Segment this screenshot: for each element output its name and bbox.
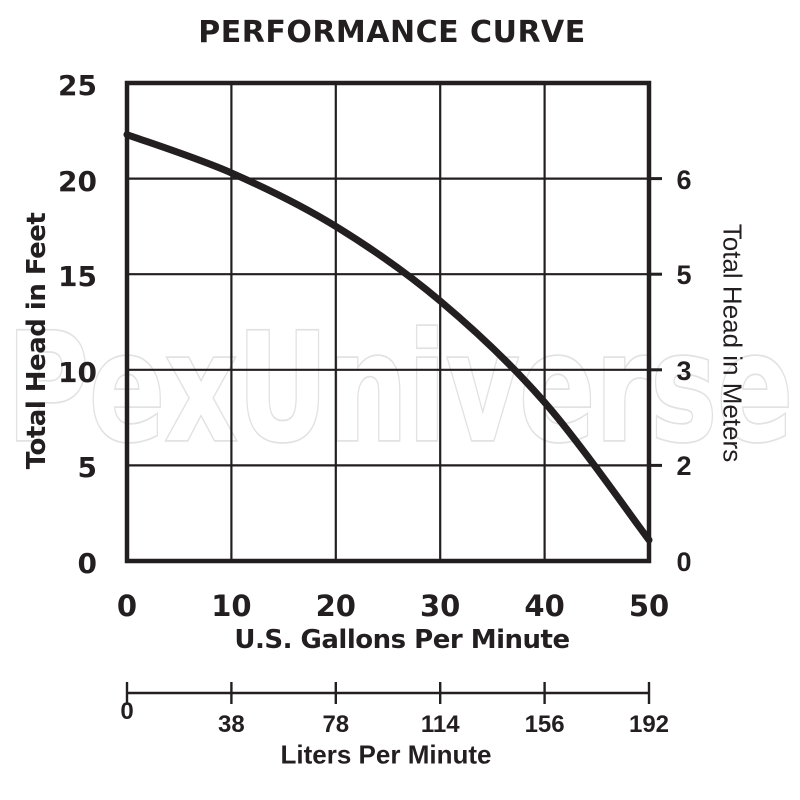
y-axis-meters-title: Total Head in Meters [717,223,748,463]
plot-border [124,80,652,564]
watermark-text: PexUniverse [7,302,793,476]
meters-tick-label: 3 [676,355,692,386]
performance-curve-line [123,131,653,544]
gpm-tick-label: 40 [524,589,565,623]
y-axis-feet-title: Total Head in Feet [22,212,52,470]
feet-tick-label: 10 [58,355,97,389]
liters-tick-label: 192 [628,711,670,738]
chart-title: PERFORMANCE CURVE [198,15,586,50]
liters-tick-label: 114 [420,711,460,738]
gpm-tick-label: 0 [116,589,138,623]
liters-tick-label: 38 [218,711,245,738]
x-axis-gpm-title: U.S. Gallons Per Minute [234,625,570,655]
feet-tick-label: 0 [77,547,97,580]
feet-tick-label: 5 [77,451,97,485]
meters-tick-label: 0 [676,547,692,577]
liters-tick-label: 156 [524,711,565,738]
feet-tick-label: 15 [58,260,97,294]
gpm-tick-label: 30 [420,589,461,623]
gpm-tick-label: 10 [211,589,252,623]
gpm-tick-label: 50 [628,589,670,623]
liters-axis-title: Liters Per Minute [280,739,492,770]
gpm-tick-label: 20 [315,589,356,623]
liters-tick-label: 0 [120,698,134,725]
feet-tick-label: 20 [58,164,97,198]
meters-tick-label: 5 [676,260,692,291]
meters-tick-label: 2 [676,451,692,482]
feet-tick-label: 25 [58,69,97,102]
liters-tick-label: 78 [322,711,350,738]
meters-tick-label: 6 [676,164,692,195]
